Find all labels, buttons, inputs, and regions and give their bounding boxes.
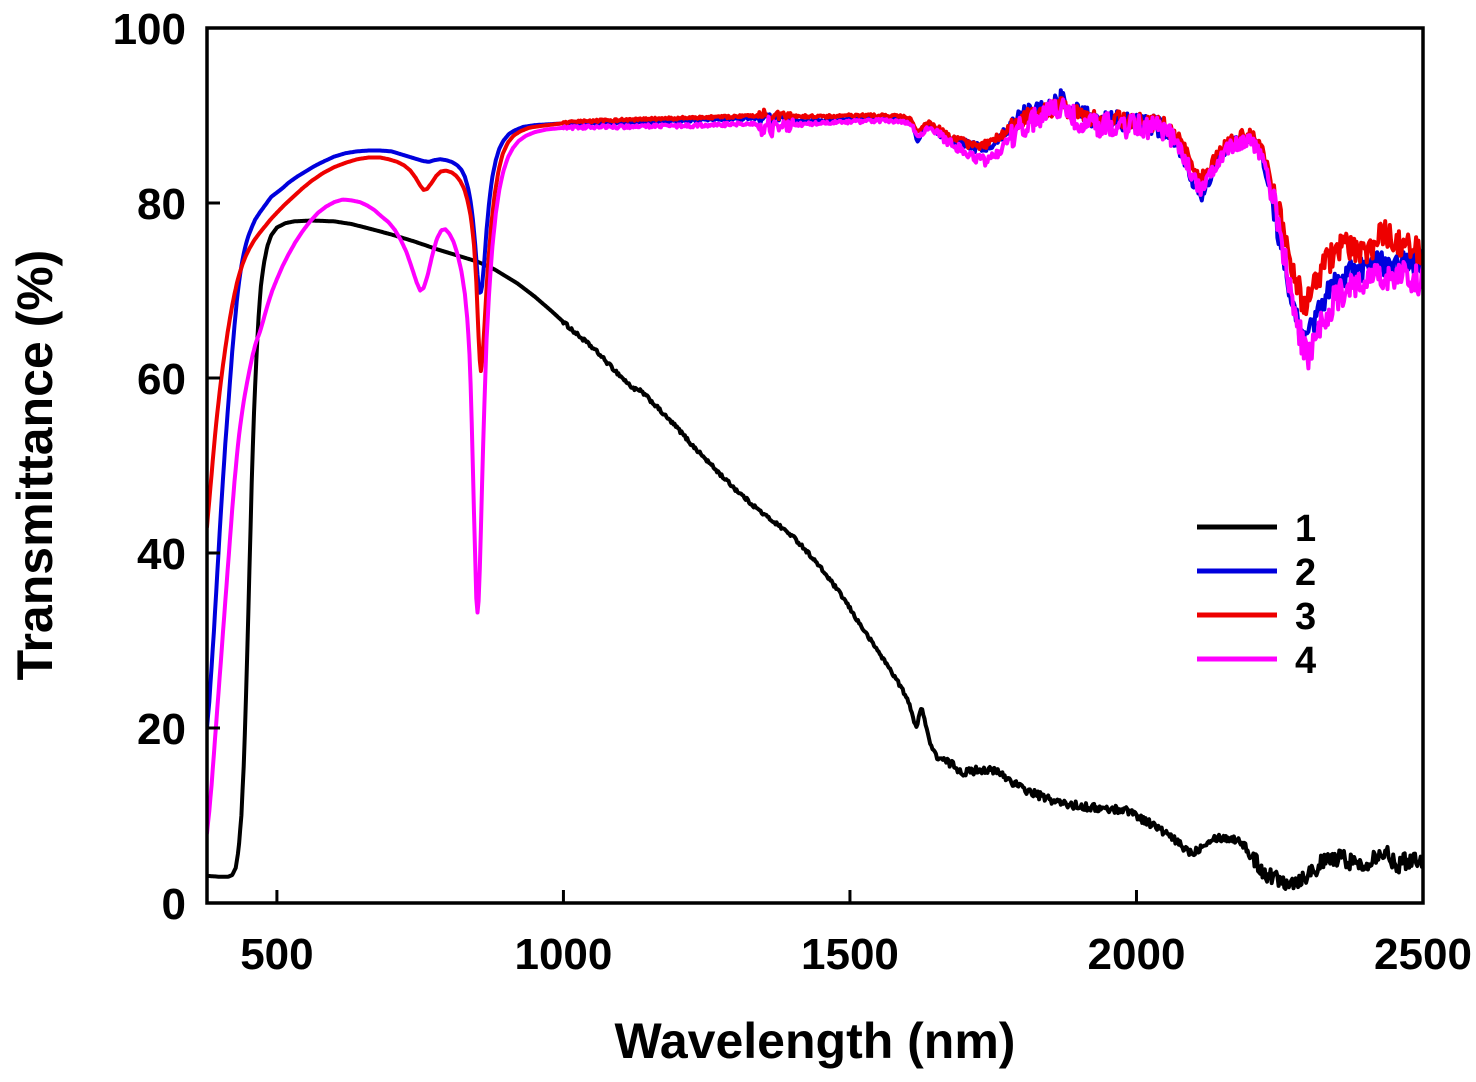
legend-label-3: 3 <box>1295 596 1316 638</box>
plot-border <box>205 26 1425 905</box>
series-4-curve <box>207 97 1423 835</box>
legend-label-4: 4 <box>1295 640 1316 682</box>
y-tick-label-60: 60 <box>137 355 186 404</box>
x-tick-label-1000: 1000 <box>514 930 612 979</box>
series-2-curve <box>207 88 1423 730</box>
x-tick-label-2000: 2000 <box>1088 930 1186 979</box>
x-axis-title: Wavelength (nm) <box>615 1013 1016 1069</box>
y-tick-label-80: 80 <box>137 180 186 229</box>
y-tick-label-40: 40 <box>137 530 186 579</box>
curves-layer <box>207 88 1423 891</box>
y-tick-label-100: 100 <box>113 5 186 54</box>
legend-label-2: 2 <box>1295 552 1316 594</box>
axis-tick-labels: 500 1000 1500 2000 2500 0 20 40 60 80 100 <box>113 5 1472 979</box>
series-3-curve <box>207 96 1423 529</box>
legend-label-1: 1 <box>1295 508 1316 550</box>
y-axis-title: Transmittance (%) <box>7 250 63 681</box>
x-tick-label-500: 500 <box>240 930 313 979</box>
x-tick-label-2500: 2500 <box>1374 930 1472 979</box>
x-tick-label-1500: 1500 <box>801 930 899 979</box>
y-tick-label-0: 0 <box>162 880 186 929</box>
y-tick-label-20: 20 <box>137 705 186 754</box>
series-1-curve <box>207 218 1423 891</box>
axis-ticks <box>207 26 1425 905</box>
